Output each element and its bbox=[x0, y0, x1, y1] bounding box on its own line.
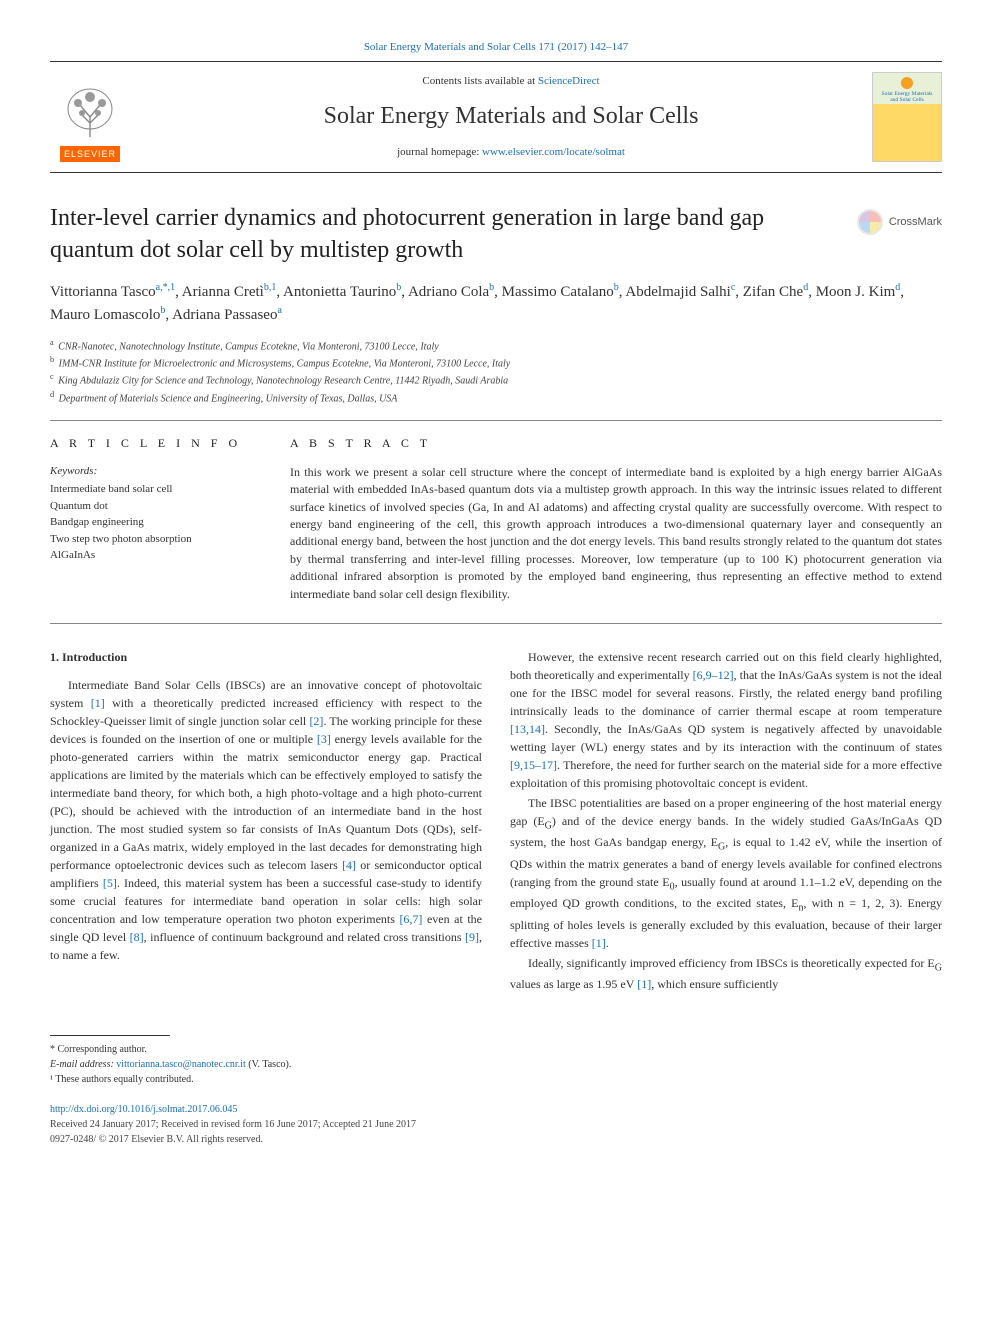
footnote-divider bbox=[50, 1035, 170, 1036]
author-list: Vittorianna Tascoa,*,1, Arianna Cretìb,1… bbox=[50, 280, 942, 327]
keywords-list: Intermediate band solar cellQuantum dotB… bbox=[50, 481, 260, 564]
body-column-left: 1. Introduction Intermediate Band Solar … bbox=[50, 648, 482, 995]
equal-contribution-note: ¹ These authors equally contributed. bbox=[50, 1072, 942, 1087]
article-footer: * Corresponding author. E-mail address: … bbox=[50, 1035, 942, 1147]
introduction-heading: 1. Introduction bbox=[50, 648, 482, 666]
elsevier-logo[interactable]: ELSEVIER bbox=[50, 72, 130, 162]
email-line: E-mail address: vittorianna.tasco@nanote… bbox=[50, 1057, 942, 1072]
body-column-right: However, the extensive recent research c… bbox=[510, 648, 942, 995]
body-paragraph: Intermediate Band Solar Cells (IBSCs) ar… bbox=[50, 676, 482, 964]
crossmark-icon bbox=[857, 209, 883, 235]
crossmark-badge[interactable]: CrossMark bbox=[857, 209, 942, 235]
journal-cover-thumbnail[interactable]: Solar Energy Materials and Solar Cells bbox=[872, 72, 942, 162]
keyword-item: AlGaInAs bbox=[50, 547, 260, 564]
keyword-item: Two step two photon absorption bbox=[50, 531, 260, 548]
abstract-heading: A B S T R A C T bbox=[290, 435, 942, 452]
issn-copyright: 0927-0248/ © 2017 Elsevier B.V. All righ… bbox=[50, 1132, 942, 1147]
journal-header: ELSEVIER Contents lists available at Sci… bbox=[50, 61, 942, 173]
keyword-item: Quantum dot bbox=[50, 498, 260, 515]
body-paragraph: Ideally, significantly improved efficien… bbox=[510, 954, 942, 993]
journal-homepage-link[interactable]: www.elsevier.com/locate/solmat bbox=[482, 146, 625, 158]
article-info-heading: A R T I C L E I N F O bbox=[50, 435, 260, 452]
issue-citation: Solar Energy Materials and Solar Cells 1… bbox=[50, 40, 942, 55]
section-divider bbox=[50, 623, 942, 624]
elsevier-wordmark: ELSEVIER bbox=[60, 146, 120, 163]
keyword-item: Intermediate band solar cell bbox=[50, 481, 260, 498]
body-text: 1. Introduction Intermediate Band Solar … bbox=[50, 648, 942, 995]
issue-citation-link[interactable]: Solar Energy Materials and Solar Cells 1… bbox=[364, 41, 628, 53]
body-paragraph: The IBSC potentialities are based on a p… bbox=[510, 794, 942, 952]
article-info: A R T I C L E I N F O Keywords: Intermed… bbox=[50, 435, 260, 603]
contents-available: Contents lists available at ScienceDirec… bbox=[150, 74, 872, 89]
affiliations: a CNR-Nanotec, Nanotechnology Institute,… bbox=[50, 337, 942, 406]
corresponding-author-note: * Corresponding author. bbox=[50, 1042, 942, 1057]
body-paragraph: However, the extensive recent research c… bbox=[510, 648, 942, 792]
cover-sun-icon bbox=[901, 77, 913, 89]
elsevier-tree-icon bbox=[60, 87, 120, 142]
abstract-text: In this work we present a solar cell str… bbox=[290, 464, 942, 603]
doi-link[interactable]: http://dx.doi.org/10.1016/j.solmat.2017.… bbox=[50, 1104, 237, 1115]
author-email-link[interactable]: vittorianna.tasco@nanotec.cnr.it bbox=[116, 1059, 245, 1070]
section-divider bbox=[50, 420, 942, 421]
sciencedirect-link[interactable]: ScienceDirect bbox=[538, 75, 600, 87]
keywords-label: Keywords: bbox=[50, 464, 260, 479]
journal-homepage: journal homepage: www.elsevier.com/locat… bbox=[150, 145, 872, 160]
crossmark-label: CrossMark bbox=[889, 215, 942, 230]
abstract-section: A B S T R A C T In this work we present … bbox=[290, 435, 942, 603]
article-title: Inter-level carrier dynamics and photocu… bbox=[50, 203, 837, 265]
received-dates: Received 24 January 2017; Received in re… bbox=[50, 1117, 942, 1132]
keyword-item: Bandgap engineering bbox=[50, 514, 260, 531]
cover-title: Solar Energy Materials and Solar Cells bbox=[877, 91, 937, 103]
journal-name: Solar Energy Materials and Solar Cells bbox=[150, 100, 872, 134]
